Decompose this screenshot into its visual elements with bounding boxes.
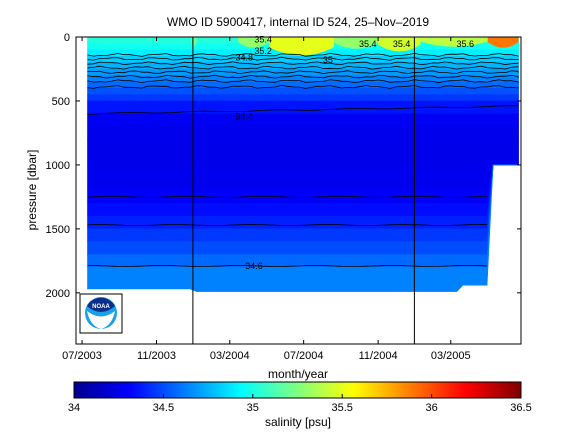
colorbar: 34 34.5 35 35.5 36 36.5 salinity [psu] bbox=[68, 381, 532, 429]
salinity-patch bbox=[420, 37, 488, 47]
contour-label: 34.6 bbox=[245, 261, 263, 271]
contour-line bbox=[87, 224, 488, 226]
contour-line bbox=[87, 265, 488, 267]
contour-label: 35.6 bbox=[457, 39, 475, 49]
contour-line bbox=[87, 74, 519, 79]
salinity-band bbox=[87, 81, 519, 89]
salinity-patch bbox=[487, 37, 519, 48]
x-tick-label: 03/2004 bbox=[210, 350, 250, 362]
colorbar-tick-label: 35 bbox=[247, 402, 259, 414]
salinity-band bbox=[87, 126, 519, 140]
salinity-patch bbox=[378, 37, 421, 52]
y-tick-label: 1500 bbox=[46, 224, 70, 236]
contour-label: 35.4 bbox=[393, 39, 411, 49]
salinity-band bbox=[87, 113, 519, 127]
salinity-band bbox=[87, 94, 519, 102]
salinity-patch bbox=[191, 37, 197, 47]
contour-line bbox=[87, 79, 519, 84]
noaa-logo-text: NOAA bbox=[92, 304, 110, 310]
contour-label: 34.8 bbox=[236, 53, 254, 63]
contour-label: 35 bbox=[323, 55, 333, 65]
contour-labels: 35.4 35.234.8 35 35.4 35.4 35.6 34.4 34.6 bbox=[236, 34, 475, 271]
y-tick-label: 0 bbox=[64, 32, 70, 44]
salinity-band bbox=[87, 68, 519, 76]
chart-title: WMO ID 5900417, internal ID 524, 25–Nov–… bbox=[167, 15, 429, 29]
salinity-bands bbox=[87, 37, 519, 292]
x-axis-label: month/year bbox=[268, 367, 328, 381]
y-axis-label: pressure [dbar] bbox=[25, 150, 39, 231]
contour-line bbox=[87, 56, 519, 61]
salinity-band bbox=[87, 139, 519, 166]
contour-line bbox=[87, 195, 488, 198]
y-tick-label: 1000 bbox=[46, 160, 70, 172]
y-axis-ticks: 0 500 1000 1500 2000 bbox=[46, 32, 521, 300]
contour-line bbox=[87, 84, 519, 89]
colorbar-tick-label: 36 bbox=[425, 402, 437, 414]
contour-lines bbox=[87, 52, 519, 267]
contour-line bbox=[87, 105, 519, 115]
salinity-patch bbox=[238, 37, 270, 48]
x-tick-label: 11/2004 bbox=[359, 350, 398, 362]
contour-line bbox=[87, 61, 519, 66]
x-tick-label: 11/2003 bbox=[137, 350, 176, 362]
contour-line bbox=[87, 52, 519, 57]
colorbar-ticks: 34 34.5 35 35.5 36 36.5 bbox=[68, 394, 532, 414]
y-tick-label: 500 bbox=[52, 96, 70, 108]
colorbar-label: salinity [psu] bbox=[265, 415, 331, 429]
plot-area: 35.4 35.234.8 35 35.4 35.4 35.6 34.4 34.6 0 500 1… bbox=[46, 32, 522, 362]
colorbar-gradient bbox=[73, 381, 522, 399]
high-salinity-patches bbox=[191, 37, 519, 56]
x-axis-ticks: 07/2003 11/2003 03/2004 07/2004 11/2004 03/20… bbox=[62, 37, 471, 362]
x-tick-label: 07/2003 bbox=[62, 350, 102, 362]
contour-label: 35.2 bbox=[254, 46, 272, 56]
colorbar-tick-label: 34 bbox=[68, 402, 80, 414]
salinity-patch bbox=[333, 37, 379, 49]
salinity-band bbox=[87, 164, 519, 191]
year-marker-lines bbox=[192, 37, 415, 344]
x-tick-label: 07/2004 bbox=[284, 350, 324, 362]
plot-frame bbox=[75, 36, 522, 345]
y-tick-label: 2000 bbox=[46, 288, 70, 300]
contour-line bbox=[87, 65, 519, 70]
noaa-logo: NOAA bbox=[79, 293, 123, 334]
colorbar-tick-label: 34.5 bbox=[153, 402, 174, 414]
x-tick-label: 03/2005 bbox=[431, 350, 471, 362]
colorbar-tick-label: 35.5 bbox=[331, 402, 352, 414]
contour-label: 35.4 bbox=[359, 39, 377, 49]
salinity-band bbox=[87, 87, 519, 95]
contour-label: 34.4 bbox=[236, 111, 254, 121]
colorbar-tick-label: 36.5 bbox=[510, 402, 531, 414]
salinity-patch bbox=[269, 37, 334, 56]
contour-line bbox=[87, 70, 519, 75]
contour-label: 35.4 bbox=[254, 34, 272, 44]
